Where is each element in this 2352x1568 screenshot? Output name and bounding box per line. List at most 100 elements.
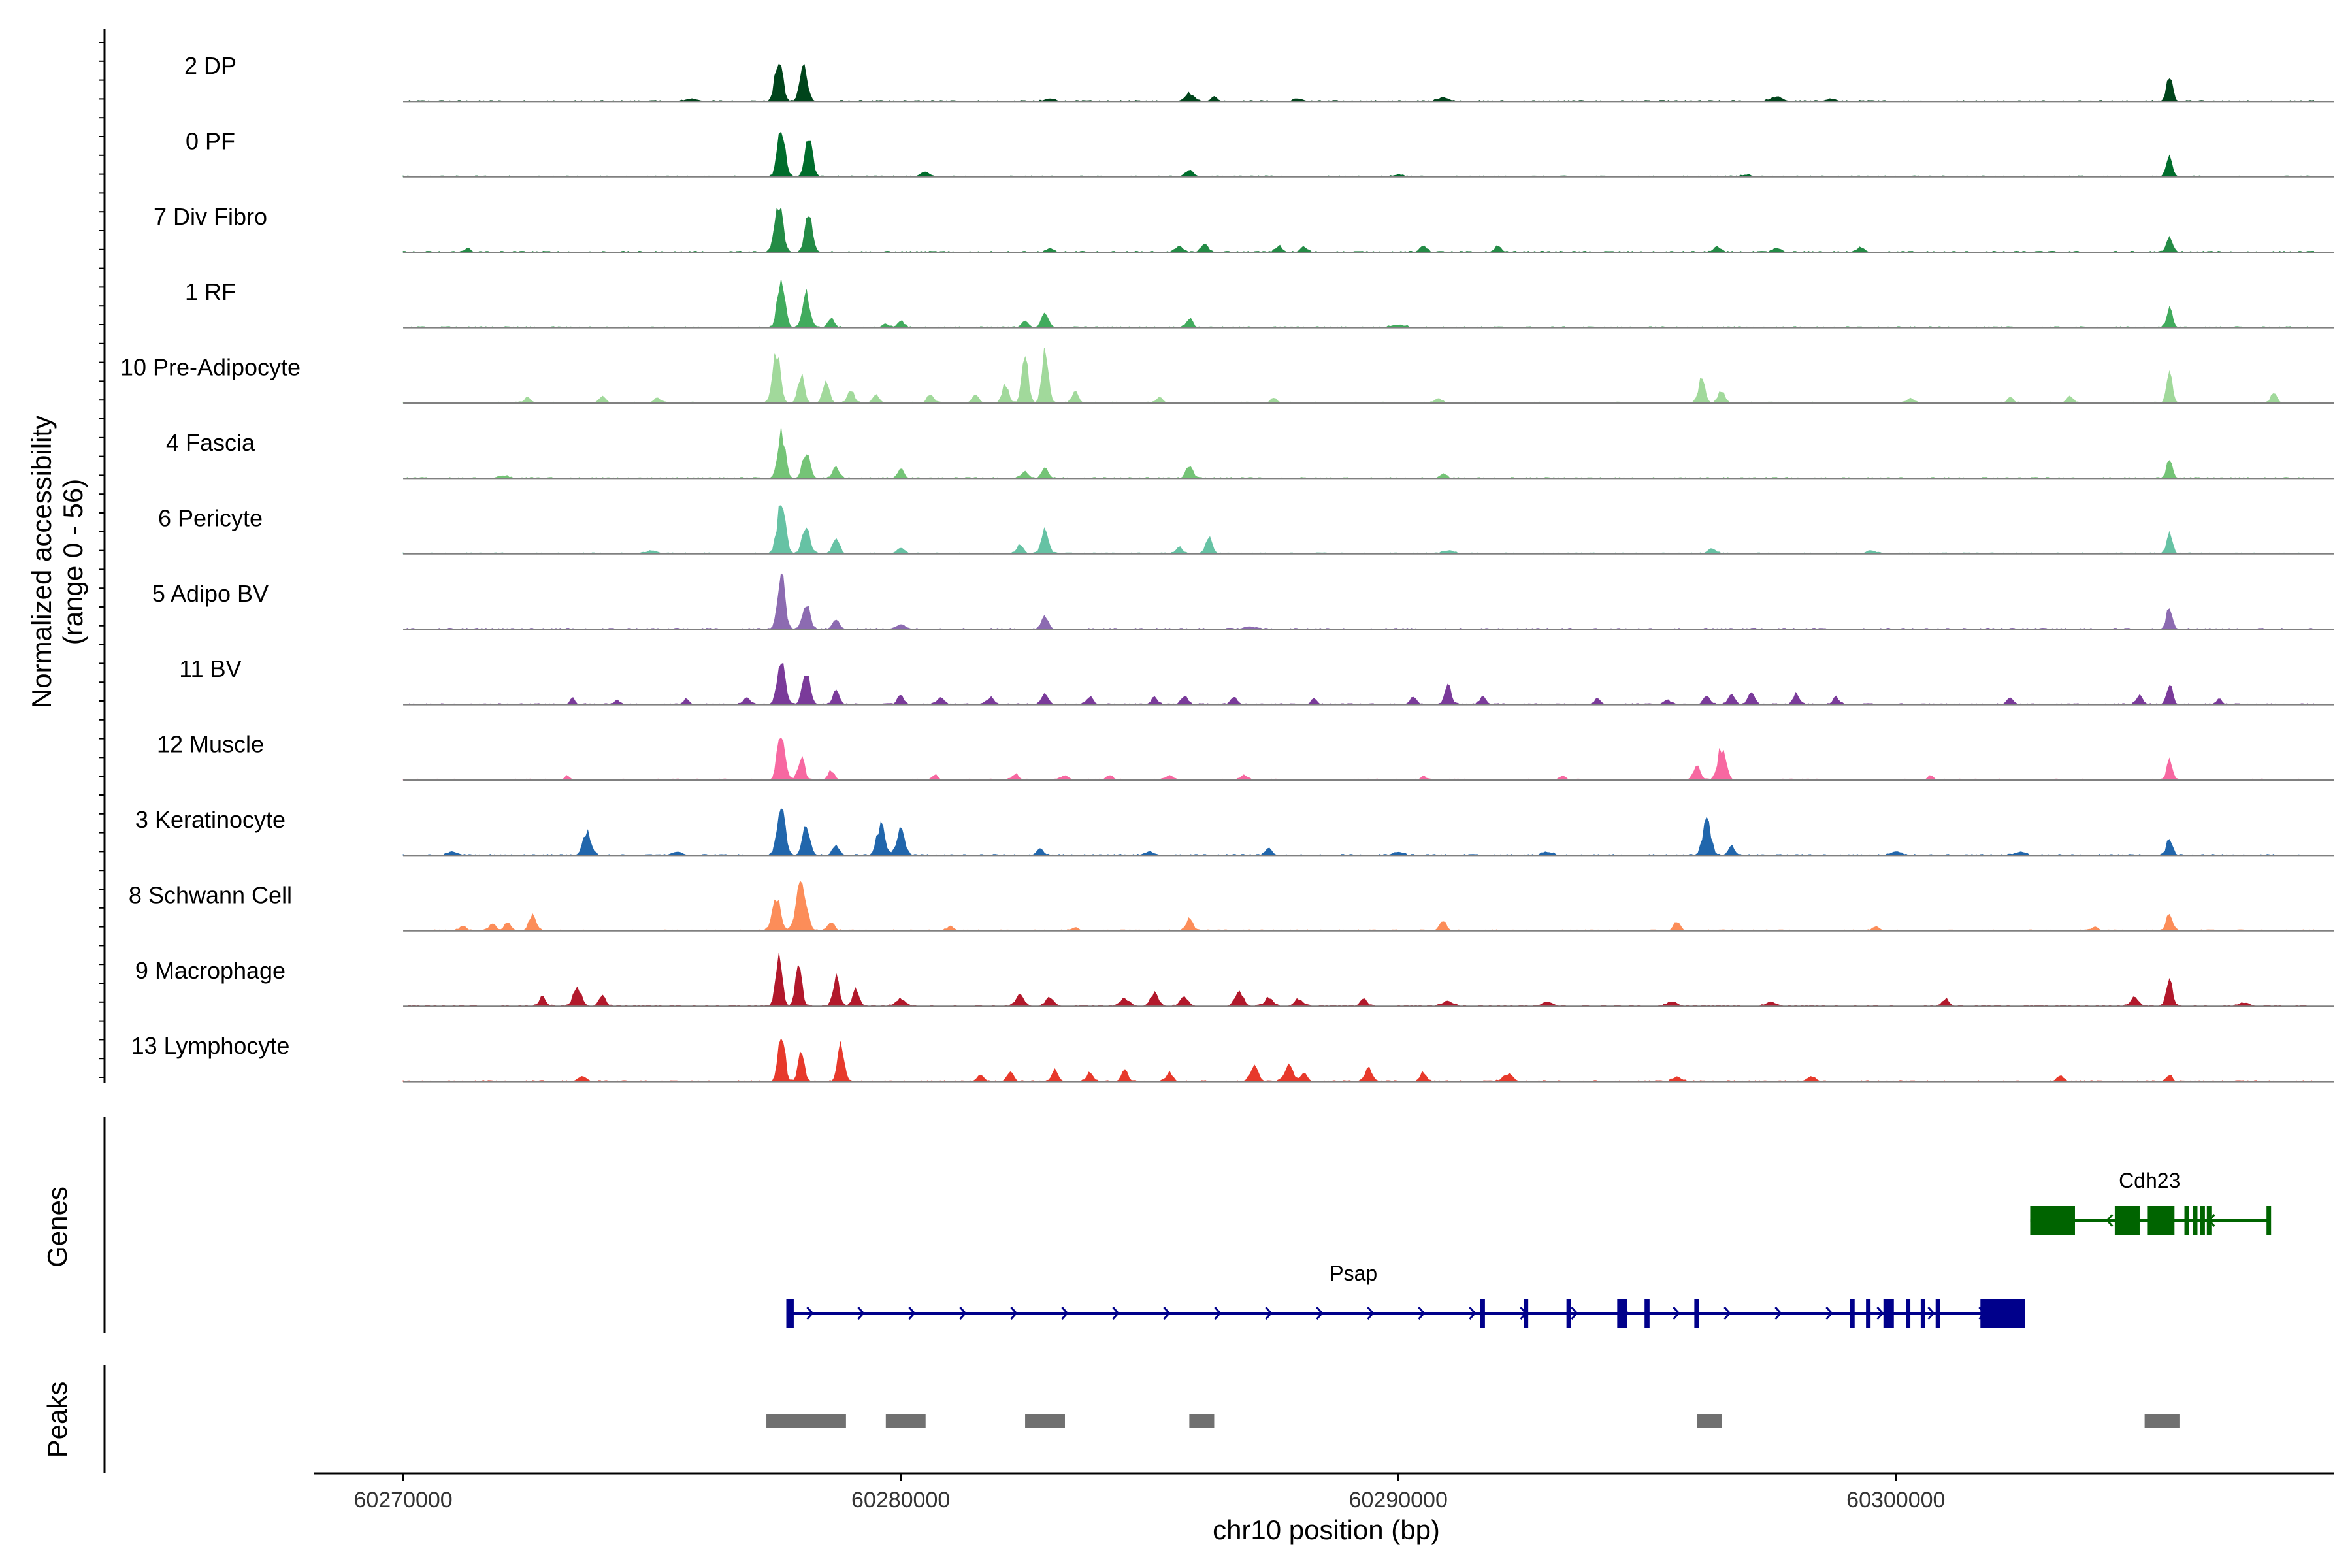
track-label: 1 RF (185, 278, 236, 305)
gene-exon (1906, 1299, 1911, 1328)
coverage-area (402, 808, 2314, 856)
coverage-track: 1 RF (185, 278, 2334, 329)
coverage-track: 5 Adipo BV (152, 572, 2334, 630)
strand-arrow (1061, 1307, 1069, 1320)
x-tick-label: 60300000 (1846, 1488, 1945, 1512)
track-label: 10 Pre-Adipocyte (120, 354, 301, 381)
axes-layer: 60270000 60280000 60290000 60300000 (99, 29, 2334, 1512)
strand-arrow (1316, 1307, 1324, 1320)
coverage-area (403, 427, 2314, 479)
gene-exon (1850, 1299, 1855, 1328)
coverage-track: 3 Keratinocyte (135, 806, 2334, 857)
gene-exon (2266, 1206, 2272, 1235)
coverage-area (402, 1038, 2314, 1083)
track-label: 5 Adipo BV (152, 580, 269, 607)
x-axis-label: chr10 position (bp) (1213, 1514, 1440, 1545)
gene-model: Cdh23 (2030, 1169, 2272, 1235)
coverage-track: 7 Div Fibro (154, 203, 2334, 253)
x-tick-label: 60290000 (1349, 1488, 1448, 1512)
gene-name-label: Cdh23 (2119, 1169, 2180, 1192)
y-axis-label-line2: (range 0 - 56) (57, 479, 88, 645)
gene-exon (1883, 1299, 1894, 1328)
coverage-track: 12 Muscle (157, 731, 2334, 781)
coverage-area (402, 737, 2314, 781)
gene-exon (1866, 1299, 1871, 1328)
peak-region (766, 1414, 846, 1428)
gene-exon (1980, 1299, 2025, 1328)
strand-arrow (1265, 1307, 1273, 1320)
track-label: 8 Schwann Cell (129, 881, 292, 908)
peak-region (885, 1414, 926, 1428)
strand-arrow (1825, 1307, 1833, 1320)
coverage-area (402, 505, 2314, 555)
track-label: 13 Lymphocyte (131, 1032, 290, 1059)
gene-exon (2200, 1206, 2205, 1235)
strand-arrow (908, 1307, 916, 1320)
coverage-area (403, 572, 2314, 630)
strand-arrow (1469, 1307, 1477, 1320)
gene-exon (1617, 1299, 1627, 1328)
strand-arrow (1112, 1307, 1120, 1320)
gene-exon (1644, 1299, 1650, 1328)
coverage-area (403, 953, 2314, 1007)
gene-exon (1566, 1299, 1571, 1328)
x-tick-label: 60280000 (851, 1488, 950, 1512)
gene-exon (2184, 1206, 2189, 1235)
coverage-track: 11 BV (179, 655, 2334, 706)
gene-exon (2193, 1206, 2198, 1235)
peak-region (1189, 1414, 1215, 1428)
strand-arrow (1010, 1307, 1018, 1320)
gene-exon (1920, 1299, 1925, 1328)
coverage-track: 10 Pre-Adipocyte (120, 348, 2334, 404)
gene-exon (786, 1299, 794, 1328)
y-axis-label-line1: Normalized accessibility (26, 416, 57, 708)
peaks-panel-label: Peaks (42, 1382, 73, 1458)
strand-arrow (1774, 1307, 1782, 1320)
strand-arrow (1163, 1307, 1171, 1320)
gene-exon (2147, 1206, 2175, 1235)
genes-layer: Psap Cdh23 (786, 1169, 2272, 1328)
gene-exon (2114, 1206, 2140, 1235)
track-label: 7 Div Fibro (154, 203, 267, 230)
coverage-track: 9 Macrophage (135, 953, 2334, 1007)
peak-region (2144, 1414, 2180, 1428)
gene-exon (1694, 1299, 1699, 1328)
track-label: 6 Pericyte (158, 504, 263, 531)
coverage-area (402, 348, 2314, 404)
track-label: 12 Muscle (157, 731, 264, 758)
strand-arrow (857, 1307, 865, 1320)
coverage-area (403, 880, 2314, 932)
track-label: 2 DP (184, 52, 237, 79)
strand-arrow (1367, 1307, 1375, 1320)
x-tick-label: 60270000 (353, 1488, 452, 1512)
track-label: 3 Keratinocyte (135, 806, 286, 833)
track-label: 4 Fascia (166, 429, 255, 456)
strand-arrow (1214, 1307, 1222, 1320)
coverage-track: 8 Schwann Cell (129, 880, 2334, 932)
track-label: 0 PF (186, 127, 235, 154)
peak-region (1025, 1414, 1065, 1428)
coverage-area (403, 279, 2314, 329)
strand-arrow (1571, 1307, 1578, 1320)
track-label: 11 BV (179, 655, 241, 682)
strand-arrow (2106, 1214, 2114, 1227)
strand-arrow (1673, 1307, 1680, 1320)
coverage-area (403, 63, 2314, 102)
coverage-track: 4 Fascia (166, 427, 2334, 480)
gene-exon (2030, 1206, 2075, 1235)
peaks-layer (766, 1414, 2180, 1428)
coverage-area (402, 207, 2314, 253)
peak-region (1697, 1414, 1722, 1428)
coverage-area (403, 662, 2314, 706)
gene-exon (1935, 1299, 1940, 1328)
coverage-track: 13 Lymphocyte (131, 1032, 2334, 1083)
gene-exon (2206, 1206, 2212, 1235)
gene-exon (1524, 1299, 1529, 1328)
coverage-area (402, 131, 2314, 178)
gene-exon (1480, 1299, 1485, 1328)
strand-arrow (959, 1307, 967, 1320)
strand-arrow (806, 1307, 814, 1320)
strand-arrow (1876, 1307, 1884, 1320)
track-label: 9 Macrophage (135, 957, 286, 984)
